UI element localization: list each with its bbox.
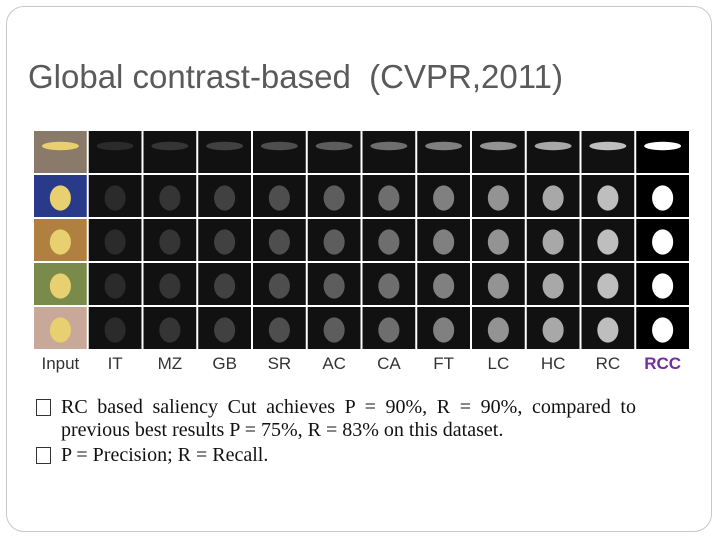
- thumbnail: [581, 131, 635, 173]
- saliency-blob: [96, 141, 134, 151]
- saliency-blob: [370, 141, 408, 151]
- bullet-list: RC based saliency Cut achieves P = 90%, …: [36, 396, 636, 469]
- saliency-blob: [652, 229, 674, 255]
- result-figure: Input IT MZ GB SR AC CA FT LC HC RC RCC: [34, 131, 689, 373]
- saliency-blob: [597, 185, 619, 211]
- column-label: FT: [433, 354, 454, 373]
- saliency-blob: [487, 273, 509, 299]
- saliency-blob: [378, 229, 400, 255]
- saliency-blob: [104, 273, 126, 299]
- saliency-blob: [323, 185, 345, 211]
- saliency-blob: [268, 229, 290, 255]
- bullet-text: RC based saliency Cut achieves P = 90%, …: [61, 396, 636, 441]
- slide-title: Global contrast-based (CVPR,2011): [28, 58, 563, 95]
- saliency-blob: [159, 317, 181, 343]
- column-label: LC: [488, 354, 510, 373]
- saliency-blob: [104, 229, 126, 255]
- column-label: Input: [41, 354, 79, 373]
- saliency-blob: [214, 185, 236, 211]
- saliency-blob: [534, 141, 572, 151]
- saliency-blob: [323, 317, 345, 343]
- saliency-blob: [479, 141, 517, 151]
- saliency-blob: [597, 273, 619, 299]
- thumbnail: [88, 175, 142, 217]
- saliency-blob: [433, 317, 455, 343]
- saliency-blob: [542, 273, 564, 299]
- saliency-blob: [268, 185, 290, 211]
- bullet-text: P = Precision; R = Recall.: [61, 444, 269, 466]
- saliency-blob: [268, 317, 290, 343]
- saliency-blob: [104, 317, 126, 343]
- saliency-blob: [323, 229, 345, 255]
- saliency-blob: [159, 185, 181, 211]
- saliency-blob: [378, 317, 400, 343]
- saliency-blob: [487, 317, 509, 343]
- saliency-blob: [652, 185, 674, 211]
- thumbnail: [307, 131, 361, 173]
- saliency-blob: [433, 273, 455, 299]
- saliency-blob: [260, 141, 298, 151]
- bullet-marker: [36, 399, 51, 416]
- column-label: SR: [268, 354, 292, 373]
- thumbnail: [88, 131, 142, 173]
- saliency-blob: [378, 185, 400, 211]
- column-label: CA: [377, 354, 401, 373]
- thumbnail: [88, 307, 142, 349]
- saliency-blob: [542, 317, 564, 343]
- thumbnail: [636, 131, 689, 173]
- saliency-blob: [542, 229, 564, 255]
- saliency-blob: [49, 317, 71, 343]
- thumbnail: [526, 131, 580, 173]
- saliency-blob: [41, 141, 79, 151]
- saliency-blob: [214, 273, 236, 299]
- thumbnail: [198, 131, 251, 173]
- saliency-blob: [315, 141, 353, 151]
- saliency-blob: [323, 273, 345, 299]
- thumbnail: [417, 131, 470, 173]
- saliency-blob: [425, 141, 463, 151]
- thumbnail: [253, 131, 306, 173]
- bullet-marker: [36, 447, 51, 464]
- saliency-blob: [104, 185, 126, 211]
- saliency-blob: [268, 273, 290, 299]
- saliency-blob: [159, 273, 181, 299]
- column-label: RC: [596, 354, 621, 373]
- saliency-blob: [159, 229, 181, 255]
- saliency-blob: [652, 317, 674, 343]
- column-label: IT: [108, 354, 123, 373]
- saliency-blob: [49, 185, 71, 211]
- saliency-blob: [487, 185, 509, 211]
- saliency-blob: [589, 141, 627, 151]
- saliency-blob: [644, 141, 682, 151]
- saliency-blob: [206, 141, 244, 151]
- thumbnail: [472, 131, 525, 173]
- column-label: AC: [322, 354, 346, 373]
- column-label: MZ: [158, 354, 183, 373]
- saliency-blob: [652, 273, 674, 299]
- saliency-blob: [151, 141, 189, 151]
- column-label: GB: [212, 354, 237, 373]
- saliency-blob: [214, 317, 236, 343]
- thumbnail: [34, 131, 87, 173]
- bullet: P = Precision; R = Recall.: [36, 444, 636, 467]
- saliency-blob: [49, 273, 71, 299]
- thumbnail: [362, 131, 416, 173]
- column-label: HC: [541, 354, 566, 373]
- thumbnail: [143, 131, 197, 173]
- thumbnail: [88, 219, 142, 261]
- bullet: RC based saliency Cut achieves P = 90%, …: [36, 396, 636, 442]
- thumbnail: [88, 263, 142, 305]
- saliency-blob: [433, 185, 455, 211]
- saliency-blob: [433, 229, 455, 255]
- saliency-blob: [597, 317, 619, 343]
- column-label: RCC: [644, 354, 681, 373]
- saliency-blob: [49, 229, 71, 255]
- saliency-blob: [542, 185, 564, 211]
- saliency-blob: [378, 273, 400, 299]
- saliency-blob: [214, 229, 236, 255]
- saliency-blob: [487, 229, 509, 255]
- saliency-blob: [597, 229, 619, 255]
- slide-frame: [6, 6, 712, 532]
